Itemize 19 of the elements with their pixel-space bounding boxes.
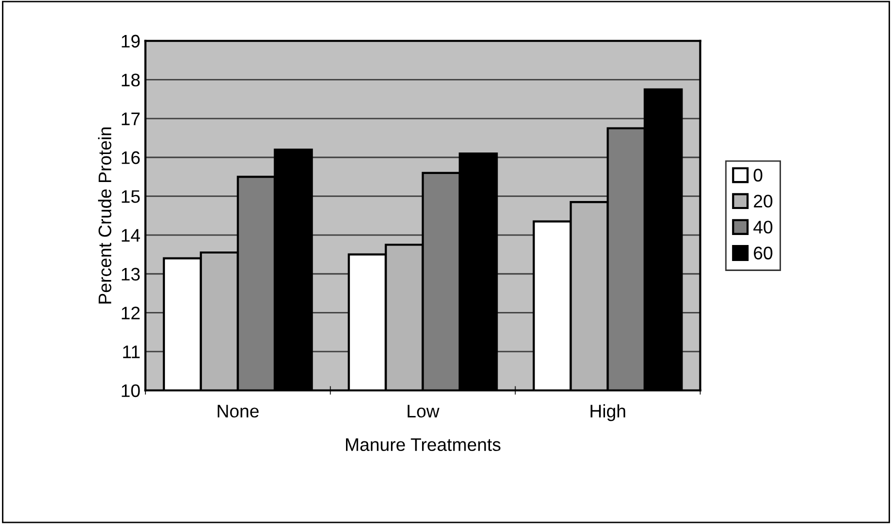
legend-label: 60 [754,246,772,260]
y-tick-label: 10 [122,384,140,398]
x-axis-title: Manure Treatments [346,438,500,452]
y-tick-label: 17 [122,112,140,126]
legend-label: 20 [754,194,772,208]
y-tick-label: 18 [122,74,140,86]
y-tick-label: 16 [122,151,140,164]
y-tick-label: 15 [122,190,140,203]
y-axis-title: Percent Crude Protein [98,127,112,304]
y-tick-label: 14 [122,229,140,242]
y-tick-label: 11 [123,346,140,358]
y-tick-label: 13 [122,268,140,281]
legend-label: 0 [754,168,762,182]
legend-label: 40 [753,220,772,234]
x-tick-label: None [218,404,259,418]
x-tick-label: High [590,404,626,422]
y-tick-label: 12 [122,306,140,320]
y-tick-label: 19 [122,34,140,48]
x-tick-label: Low [408,404,440,418]
